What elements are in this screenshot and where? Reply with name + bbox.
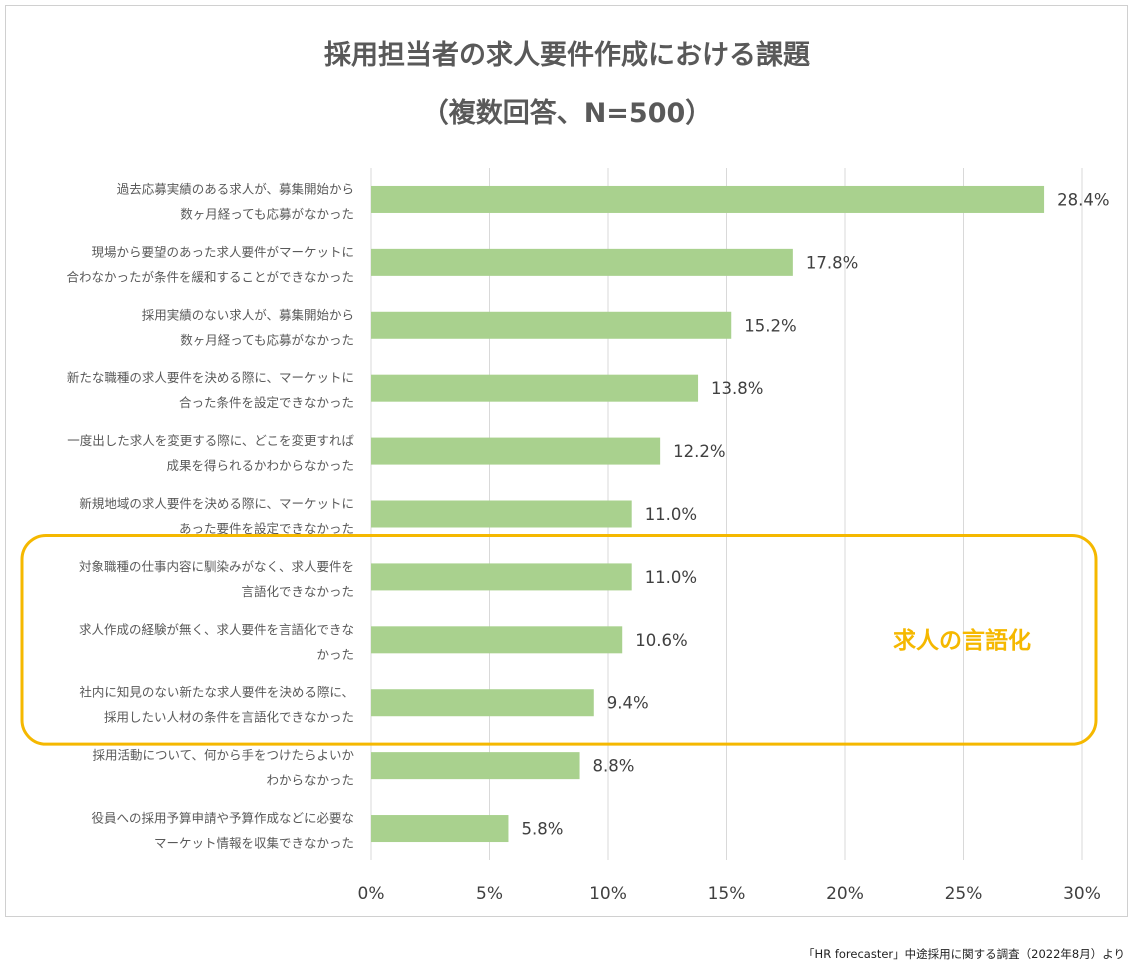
bar <box>371 563 632 591</box>
category-labels: 過去応募実績のある求人が、募集開始から数ヶ月経っても応募がなかった現場から要望の… <box>66 181 354 850</box>
highlight-label: 求人の言語化 <box>893 627 1031 654</box>
bar <box>371 815 509 843</box>
x-tick-label: 25% <box>945 884 983 904</box>
bars <box>371 185 1045 843</box>
category-label: 現場から要望のあった求人要件がマーケットに <box>91 244 354 259</box>
bar <box>371 437 661 465</box>
bar <box>371 248 793 276</box>
category-label: 成果を得られるかわからなかった <box>166 458 354 473</box>
value-label: 12.2% <box>673 442 725 461</box>
category-label: あった要件を設定できなかった <box>179 521 354 536</box>
category-label: 合わなかったが条件を緩和することができなかった <box>66 269 354 284</box>
x-axis-ticks: 0% 5% 10% 15% 20% 25% 30% <box>358 884 1101 904</box>
x-tick-label: 0% <box>358 884 385 904</box>
value-label: 11.0% <box>645 568 697 587</box>
bar <box>371 185 1045 213</box>
value-label: 10.6% <box>635 631 687 650</box>
bar <box>371 374 699 402</box>
value-label: 9.4% <box>607 694 649 713</box>
value-label: 5.8% <box>521 820 563 839</box>
x-tick-label: 30% <box>1063 884 1101 904</box>
category-label: 言語化できなかった <box>241 584 354 599</box>
category-label: わからなかった <box>266 773 354 788</box>
category-label: 数ヶ月経っても応募がなかった <box>180 206 354 221</box>
category-label: 対象職種の仕事内容に馴染みがなく、求人要件を <box>79 559 354 574</box>
category-label: マーケット情報を収集できなかった <box>154 836 354 851</box>
highlight-group: 求人の言語化 <box>20 533 1098 746</box>
category-label: 採用したい人材の条件を言語化できなかった <box>104 710 354 725</box>
x-tick-label: 15% <box>708 884 746 904</box>
x-tick-label: 20% <box>826 884 864 904</box>
category-label: 求人作成の経験が無く、求人要件を言語化できな <box>79 622 354 637</box>
value-label: 13.8% <box>711 379 763 398</box>
category-label: 過去応募実績のある求人が、募集開始から <box>117 181 354 196</box>
value-label: 28.4% <box>1057 190 1109 209</box>
category-label: 役員への採用予算申請や予算作成などに必要な <box>91 811 354 826</box>
category-label: 新たな職種の求人要件を決める際に、マーケットに <box>67 370 354 385</box>
category-label: 新規地域の求人要件を決める際に、マーケットに <box>79 496 354 511</box>
source-note: 「HR forecaster」中途採用に関する調査（2022年8月）より <box>803 947 1125 961</box>
x-tick-label: 10% <box>589 884 627 904</box>
bar <box>371 311 732 339</box>
category-label: 数ヶ月経っても応募がなかった <box>180 332 354 347</box>
x-tick-label: 5% <box>476 884 503 904</box>
category-label: かった <box>316 647 354 662</box>
chart-title-line-2: （複数回答、N=500） <box>422 97 713 129</box>
bar <box>371 689 594 717</box>
chart-title-line-1: 採用担当者の求人要件作成における課題 <box>324 39 811 71</box>
category-label: 一度出した求人を変更する際に、どこを変更すれば <box>67 433 354 448</box>
highlight-box <box>20 533 1098 746</box>
value-labels: 28.4% 17.8% 15.2% 13.8% 12.2% 11.0% 11.0% 10.6%… <box>521 190 1109 838</box>
bar <box>371 626 623 654</box>
value-label: 11.0% <box>645 505 697 524</box>
category-label: 採用実績のない求人が、募集開始から <box>142 307 354 322</box>
value-label: 15.2% <box>744 316 796 335</box>
value-label: 8.8% <box>593 757 635 776</box>
category-label: 採用活動について、何から手をつけたらよいか <box>92 748 354 763</box>
value-label: 17.8% <box>806 253 858 272</box>
bar <box>371 752 580 780</box>
category-label: 合った条件を設定できなかった <box>179 395 354 410</box>
category-label: 社内に知見のない新たな求人要件を決める際に、 <box>79 685 354 700</box>
bar <box>371 500 632 528</box>
